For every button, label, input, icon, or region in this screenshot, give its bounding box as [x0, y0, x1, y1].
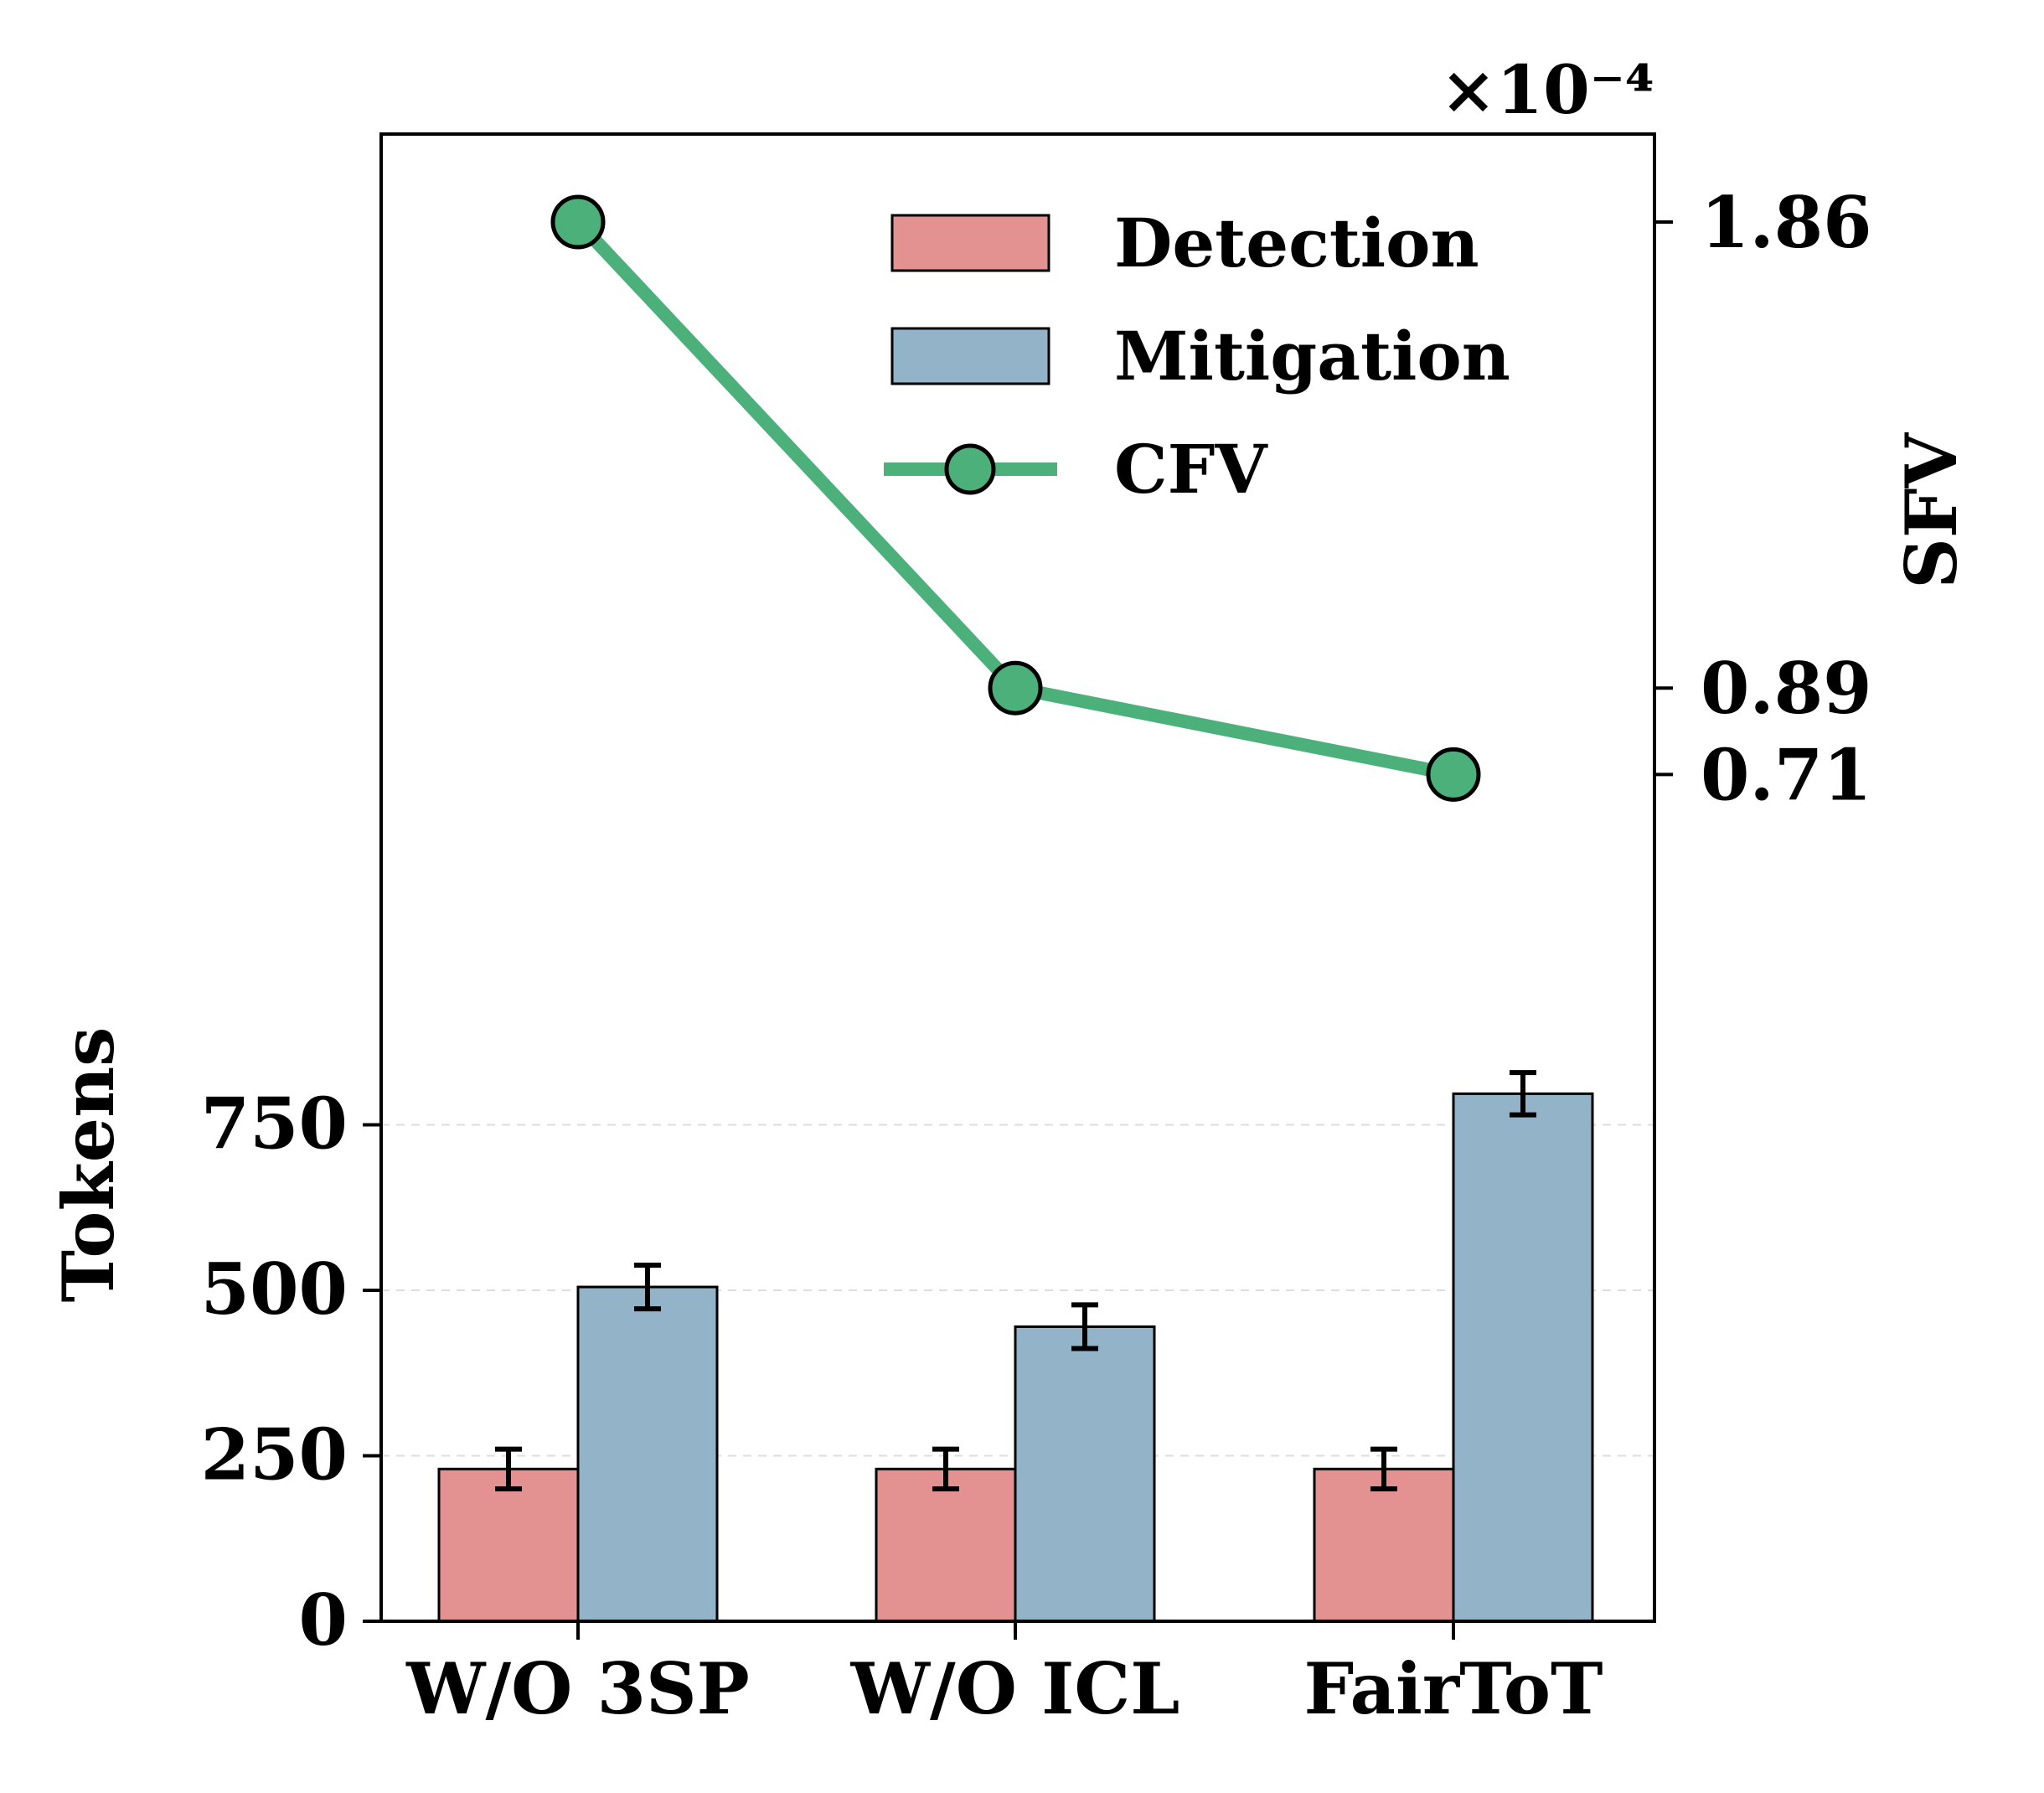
category-label-0: W/O 3SP	[405, 1647, 750, 1730]
left-tick-label-500: 500	[201, 1248, 348, 1331]
category-label-2: FairToT	[1303, 1647, 1603, 1730]
point-cfv-1	[988, 660, 1043, 716]
legend-swatch-mitigation	[890, 327, 1050, 385]
right-tick-label-0: 1.86	[1701, 181, 1872, 264]
legend-label-cfv: CFV	[1114, 430, 1268, 509]
bar-mitigation-2	[1452, 1092, 1594, 1623]
bars-layer	[437, 1092, 1594, 1623]
legend-label-mitigation: Mitigation	[1114, 317, 1510, 395]
category-label-1: W/O ICL	[850, 1647, 1180, 1730]
legend-marker-cfv	[944, 443, 996, 495]
right-axis-title: SFV	[1890, 431, 1973, 588]
labels-layer: 0 250 500 750 1.86 0.890.71 W/O 3SP W/O ICL Fair…	[47, 50, 1973, 1730]
legend-label-detection: Detection	[1114, 204, 1479, 282]
right-axis-exponent: ×10⁻⁴	[1440, 50, 1654, 129]
bar-detection-2	[1313, 1467, 1455, 1623]
line-layer	[550, 194, 1481, 802]
bar-detection-0	[437, 1467, 580, 1623]
point-cfv-2	[1426, 747, 1481, 802]
bar-detection-1	[875, 1467, 1017, 1623]
bar-mitigation-1	[1014, 1325, 1156, 1623]
left-tick-label-750: 750	[201, 1083, 348, 1165]
left-tick-label-250: 250	[201, 1413, 348, 1496]
right-tick-label-1: 0.89	[1701, 647, 1872, 730]
errorbars-layer	[495, 1070, 1536, 1491]
plot-frame	[379, 132, 1656, 1623]
left-axis-title: Tokens	[47, 1027, 130, 1303]
axes-layer	[363, 132, 1673, 1640]
left-tick-label-0: 0	[299, 1579, 348, 1661]
right-tick-label-2: 0.71	[1701, 733, 1872, 816]
legend-swatch-detection	[890, 214, 1050, 272]
legend-layer: Detection Mitigation CFV	[884, 204, 1510, 509]
point-cfv-0	[550, 194, 606, 250]
bar-mitigation-0	[576, 1285, 719, 1623]
